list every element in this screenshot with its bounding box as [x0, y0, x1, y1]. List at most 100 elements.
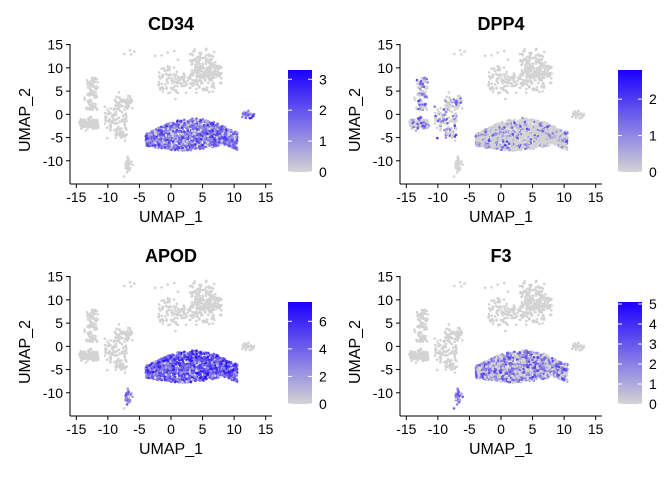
point [116, 118, 119, 121]
point [162, 145, 165, 148]
point [490, 54, 493, 57]
point [457, 159, 460, 162]
point [487, 129, 490, 132]
point [543, 87, 546, 90]
point [165, 86, 168, 89]
point [209, 136, 212, 139]
point [215, 74, 218, 77]
point [448, 91, 451, 94]
point [92, 80, 95, 83]
point [513, 131, 516, 134]
point [244, 112, 247, 115]
point [210, 138, 213, 141]
point [537, 76, 540, 79]
point [181, 143, 184, 146]
point [221, 136, 224, 139]
point [166, 74, 169, 77]
point [190, 63, 193, 66]
point [454, 106, 457, 109]
point [501, 82, 504, 85]
y-tick-label: 0 [55, 106, 63, 122]
point [148, 142, 151, 145]
point [528, 141, 531, 144]
point [507, 147, 510, 150]
point [420, 120, 423, 123]
point [516, 83, 519, 86]
point [535, 48, 538, 51]
point [178, 142, 181, 145]
point [106, 137, 109, 140]
colorbar-tick-label: 1 [319, 133, 327, 149]
point [477, 144, 480, 147]
point [118, 97, 121, 100]
point [152, 135, 155, 138]
point [249, 117, 252, 120]
point [124, 135, 127, 138]
point [173, 66, 176, 69]
point [579, 117, 582, 120]
point [503, 50, 506, 53]
point [443, 129, 446, 132]
point [113, 108, 116, 111]
point [129, 49, 132, 52]
point [171, 133, 174, 136]
point [235, 140, 238, 143]
point [171, 144, 174, 147]
point [177, 58, 180, 61]
plot-title: DPP4 [477, 14, 524, 34]
point [196, 128, 199, 131]
point [434, 122, 437, 125]
point [204, 79, 207, 82]
point [117, 126, 120, 129]
point [511, 149, 514, 152]
point [460, 99, 463, 102]
point [90, 122, 93, 125]
point [559, 129, 562, 132]
point [439, 129, 442, 132]
point [524, 121, 527, 124]
point [176, 140, 179, 143]
point [219, 134, 222, 137]
point [521, 118, 524, 121]
point [205, 48, 208, 51]
point [547, 143, 550, 146]
point [489, 133, 492, 136]
point [436, 108, 439, 111]
point [509, 120, 512, 123]
point [455, 127, 458, 130]
point [192, 84, 195, 87]
point [160, 54, 163, 57]
point [420, 80, 423, 83]
point [216, 126, 219, 129]
point [516, 148, 519, 151]
point [177, 147, 180, 150]
point [176, 80, 179, 83]
point [529, 55, 532, 58]
point [120, 136, 123, 139]
point [511, 126, 514, 129]
point [175, 89, 178, 92]
point [418, 108, 421, 111]
point [208, 91, 211, 94]
point [426, 108, 429, 111]
point [221, 142, 224, 145]
point [424, 103, 427, 106]
x-tick-label: 10 [226, 189, 242, 205]
point [516, 128, 519, 131]
point [181, 126, 184, 129]
point [233, 147, 236, 150]
point [229, 145, 232, 148]
point [458, 163, 461, 166]
point [196, 81, 199, 84]
point [511, 137, 514, 140]
point [149, 136, 152, 139]
point [521, 82, 524, 85]
point [154, 144, 157, 147]
point [121, 100, 124, 103]
y-axis-label: UMAP_2 [347, 88, 364, 152]
point [162, 134, 165, 137]
point [155, 128, 158, 131]
point [552, 132, 555, 135]
y-tick-label: -5 [381, 130, 394, 146]
